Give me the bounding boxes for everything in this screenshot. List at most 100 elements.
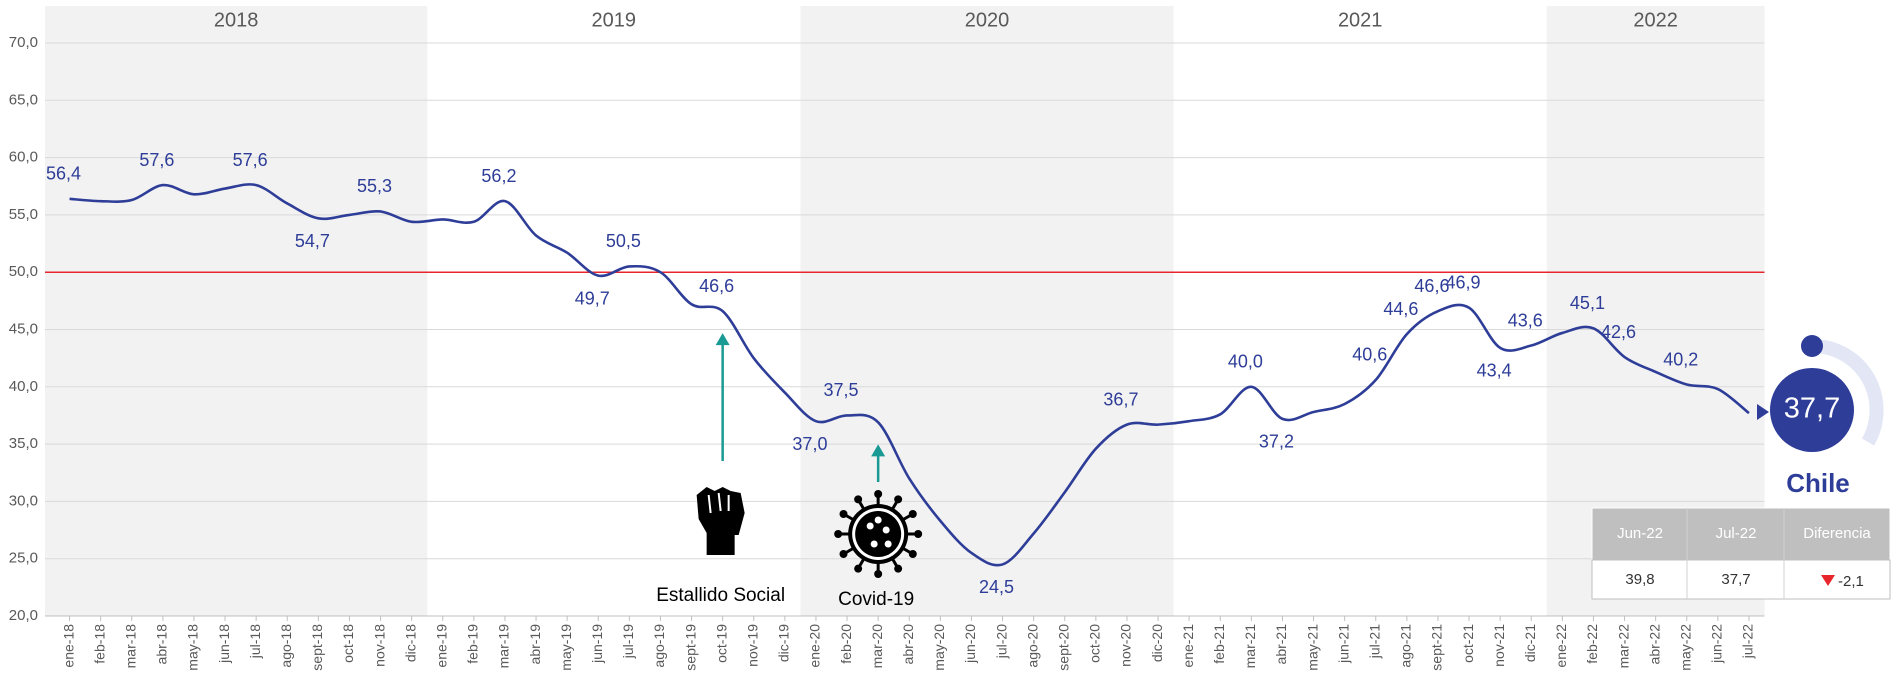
y-tick-label: 40,0	[9, 378, 38, 395]
x-tick-label: ago-19	[651, 624, 667, 668]
x-tick-label: dic-21	[1522, 624, 1538, 662]
data-label: 54,7	[295, 231, 330, 251]
data-label: 37,2	[1259, 432, 1294, 452]
data-label: 45,1	[1570, 293, 1605, 313]
x-tick-label: mar-21	[1242, 624, 1258, 669]
highlight-bubble	[1770, 368, 1854, 452]
table-row-bg	[1591, 559, 1891, 600]
x-tick-label: mar-19	[496, 624, 512, 669]
data-label: 40,6	[1352, 345, 1387, 365]
y-tick-label: 50,0	[9, 263, 38, 280]
annotation-label: Covid-19	[838, 589, 914, 610]
virus-dot	[870, 540, 878, 548]
virus-spike-tip	[908, 550, 917, 558]
x-tick-label: jun-22	[1709, 624, 1725, 664]
data-label: 57,6	[139, 150, 174, 170]
x-tick-label: ene-20	[807, 624, 823, 668]
data-label: 57,6	[233, 150, 268, 170]
x-tick-label: mar-20	[869, 624, 885, 669]
x-tick-label: sept-21	[1429, 624, 1445, 671]
y-tick-label: 55,0	[9, 206, 38, 223]
gauge-arc	[1811, 338, 1884, 446]
x-tick-label: jun-20	[962, 624, 978, 664]
x-tick-label: may-22	[1677, 624, 1693, 671]
table-cell: 37,7	[1721, 571, 1750, 588]
fist-icon	[696, 487, 745, 555]
x-tick-label: ago-20	[1024, 624, 1040, 668]
virus-spike-tip	[874, 570, 883, 578]
virus-spike-tip	[874, 490, 883, 498]
data-label: 56,4	[46, 164, 81, 184]
x-tick-label: jul-21	[1366, 624, 1382, 659]
x-tick-label: ago-21	[1398, 624, 1414, 668]
y-tick-label: 35,0	[9, 435, 38, 452]
x-tick-label: ago-18	[278, 624, 294, 668]
virus-spike-tip	[894, 564, 903, 573]
x-tick-label: abr-22	[1646, 624, 1662, 665]
arrow-head	[871, 444, 886, 457]
virus-spike-tip	[914, 530, 923, 538]
y-tick-label: 25,0	[9, 550, 38, 567]
x-tick-label: may-18	[185, 624, 201, 671]
x-tick-label: ene-19	[433, 624, 449, 668]
x-tick-label: oct-18	[340, 624, 356, 663]
x-tick-label: jul-20	[993, 624, 1009, 659]
virus-spike-tip	[854, 495, 863, 504]
gauge-dot	[1801, 335, 1823, 357]
virus-dot	[882, 526, 890, 534]
x-tick-label: jun-19	[589, 624, 605, 664]
x-tick-label: abr-18	[154, 624, 170, 665]
data-line	[69, 183, 1750, 567]
virus-spike-tip	[908, 510, 917, 518]
year-label: 2018	[214, 9, 259, 31]
y-tick-label: 60,0	[9, 149, 38, 166]
table-header: Diferencia	[1803, 525, 1871, 542]
virus-spike-tip	[839, 510, 848, 518]
x-tick-label: nov-19	[744, 624, 760, 667]
x-tick-label: ene-18	[60, 624, 76, 668]
data-label: 36,7	[1103, 389, 1138, 409]
x-tick-label: nov-21	[1491, 624, 1507, 667]
data-label: 24,5	[979, 577, 1014, 597]
x-tick-label: nov-18	[371, 624, 387, 667]
data-label: 43,4	[1477, 361, 1512, 381]
pointer	[1757, 404, 1769, 420]
x-tick-label: sept-18	[309, 624, 325, 671]
data-label: 37,0	[792, 434, 827, 454]
table-cell: 39,8	[1625, 571, 1654, 588]
x-tick-label: dic-19	[776, 624, 792, 662]
data-label: 56,2	[481, 166, 516, 186]
x-tick-label: nov-20	[1118, 624, 1134, 667]
virus-dot	[866, 522, 874, 530]
x-tick-label: mar-18	[122, 624, 138, 669]
x-tick-label: ene-21	[1180, 624, 1196, 668]
x-tick-label: jun-21	[1335, 624, 1351, 664]
x-tick-label: mar-22	[1615, 624, 1631, 669]
year-label: 2021	[1338, 9, 1383, 31]
virus-spike-tip	[894, 495, 903, 504]
data-label: 40,0	[1228, 352, 1263, 372]
data-label: 37,5	[824, 380, 859, 400]
x-tick-label: abr-21	[1273, 624, 1289, 665]
data-label: 42,6	[1601, 322, 1636, 342]
x-tick-label: ene-22	[1553, 624, 1569, 668]
x-tick-label: feb-19	[465, 624, 481, 664]
y-tick-label: 70,0	[9, 34, 38, 51]
x-tick-label: sept-20	[1055, 624, 1071, 671]
table-cell: -2,1	[1838, 573, 1864, 590]
virus-dot	[874, 516, 882, 524]
x-tick-label: dic-18	[402, 624, 418, 662]
x-tick-label: dic-20	[1149, 624, 1165, 662]
x-tick-label: may-21	[1304, 624, 1320, 671]
virus-spike-tip	[834, 530, 843, 538]
data-label: 49,7	[575, 288, 610, 308]
x-tick-label: abr-19	[527, 624, 543, 665]
data-label: 44,6	[1383, 299, 1418, 319]
y-tick-label: 65,0	[9, 91, 38, 108]
x-tick-label: jun-18	[216, 624, 232, 664]
data-label: 46,6	[1414, 276, 1449, 296]
x-tick-label: sept-19	[682, 624, 698, 671]
x-tick-label: feb-22	[1584, 624, 1600, 664]
year-bands: 2018 2019 2020 2021 2022	[45, 6, 1765, 616]
year-band	[45, 6, 428, 616]
